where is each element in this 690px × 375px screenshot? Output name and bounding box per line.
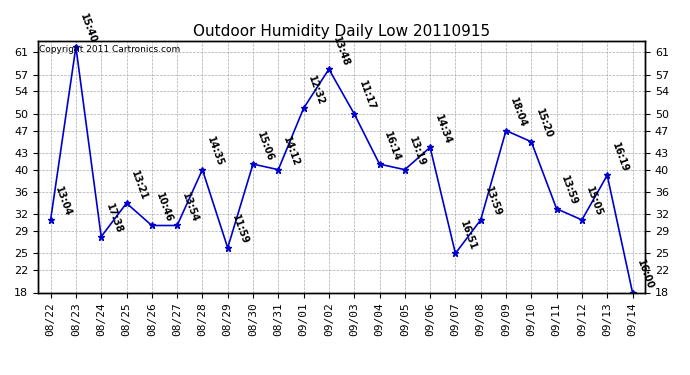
Title: Outdoor Humidity Daily Low 20110915: Outdoor Humidity Daily Low 20110915 <box>193 24 490 39</box>
Text: 13:19: 13:19 <box>407 135 427 168</box>
Text: 15:06: 15:06 <box>255 130 275 162</box>
Text: 13:59: 13:59 <box>483 186 503 218</box>
Text: 14:35: 14:35 <box>205 135 225 168</box>
Text: 15:20: 15:20 <box>534 108 554 140</box>
Text: 16:00: 16:00 <box>635 258 655 291</box>
Text: 17:38: 17:38 <box>104 202 124 235</box>
Text: Copyright 2011 Cartronics.com: Copyright 2011 Cartronics.com <box>39 45 180 54</box>
Text: 16:19: 16:19 <box>610 141 630 174</box>
Text: 13:04: 13:04 <box>53 186 73 218</box>
Text: 10:46: 10:46 <box>155 191 175 224</box>
Text: 18:04: 18:04 <box>509 96 529 129</box>
Text: 16:14: 16:14 <box>382 130 402 162</box>
Text: 12:32: 12:32 <box>306 74 326 106</box>
Text: 11:17: 11:17 <box>357 80 377 112</box>
Text: 13:21: 13:21 <box>129 169 149 201</box>
Text: 14:12: 14:12 <box>281 135 301 168</box>
Text: 13:54: 13:54 <box>179 191 199 224</box>
Text: 13:48: 13:48 <box>331 35 351 68</box>
Text: 14:34: 14:34 <box>433 113 453 146</box>
Text: 13:59: 13:59 <box>559 174 579 207</box>
Text: 15:05: 15:05 <box>584 186 604 218</box>
Text: 11:59: 11:59 <box>230 214 250 246</box>
Text: 16:51: 16:51 <box>458 219 478 252</box>
Text: 15:40: 15:40 <box>79 13 99 45</box>
